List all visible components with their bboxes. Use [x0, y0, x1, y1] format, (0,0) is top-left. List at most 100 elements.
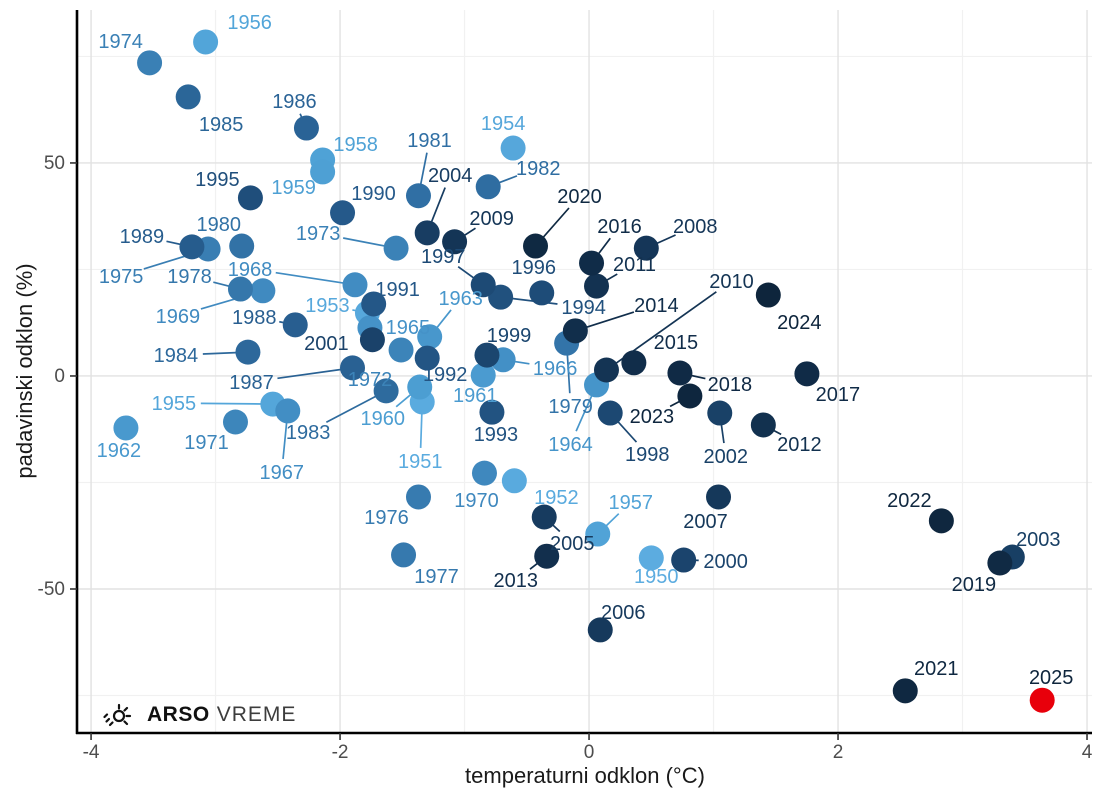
point-2006	[587, 617, 613, 643]
point-1992	[414, 345, 440, 371]
point-2013	[534, 543, 560, 569]
point-label-2013: 2013	[493, 570, 538, 592]
x-axis-title: temperaturni odklon (°C)	[465, 763, 705, 788]
point-label-2006: 2006	[601, 602, 646, 624]
point-label-1966: 1966	[533, 358, 578, 380]
point-label-1960: 1960	[360, 408, 405, 430]
point-label-1990: 1990	[351, 183, 396, 205]
point-1993	[479, 399, 505, 425]
point-label-1985: 1985	[199, 114, 244, 136]
point-1990	[330, 200, 356, 226]
point-1991	[361, 291, 387, 317]
point-2001	[359, 327, 385, 353]
point-1959	[310, 159, 336, 185]
point-label-1992: 1992	[423, 364, 468, 386]
point-1976	[405, 484, 431, 510]
point-2021	[892, 678, 918, 704]
point-label-1983: 1983	[286, 422, 331, 444]
point-label-1994: 1994	[561, 297, 606, 319]
point-label-2014: 2014	[634, 295, 679, 317]
point-1989	[179, 234, 205, 260]
point-1987	[340, 355, 366, 381]
point-label-1971: 1971	[184, 432, 229, 454]
point-1956	[193, 29, 219, 55]
point-2004	[414, 220, 440, 246]
point-label-2016: 2016	[597, 216, 642, 238]
x-tick-label: 4	[1082, 742, 1093, 763]
point-label-1993: 1993	[474, 424, 519, 446]
point-label-2024: 2024	[777, 312, 822, 334]
point-2002	[707, 400, 733, 426]
point-label-1982: 1982	[516, 158, 561, 180]
point-label-1950: 1950	[634, 566, 679, 588]
point-label-2007: 2007	[683, 511, 728, 533]
point-1982	[475, 174, 501, 200]
point-label-1972: 1972	[348, 369, 393, 391]
point-2019	[987, 550, 1013, 576]
point-label-2018: 2018	[708, 374, 753, 396]
point-2010	[593, 357, 619, 383]
point-label-1968: 1968	[228, 259, 273, 281]
point-1954	[500, 135, 526, 161]
y-tick-label: -50	[38, 579, 65, 600]
point-label-1989: 1989	[120, 226, 165, 248]
point-1984	[235, 339, 261, 365]
x-tick-label: 2	[833, 742, 844, 763]
leader-line-1968	[275, 271, 356, 286]
point-1997	[470, 272, 496, 298]
point-1999	[474, 342, 500, 368]
arso-vreme-logo: ARSO VREME	[103, 701, 296, 729]
point-label-1981: 1981	[407, 130, 452, 152]
point-2023	[677, 383, 703, 409]
point-1970	[471, 460, 497, 486]
brand-org: ARSO	[147, 703, 210, 726]
point-1981	[405, 183, 431, 209]
point-label-1978: 1978	[167, 266, 212, 288]
point-label-1986: 1986	[272, 91, 317, 113]
point-2011	[584, 273, 610, 299]
point-label-2017: 2017	[816, 384, 861, 406]
point-label-1975: 1975	[99, 266, 144, 288]
brand-product: VREME	[216, 703, 297, 726]
point-2025	[1029, 687, 1055, 713]
point-1977	[391, 542, 417, 568]
point-label-1976: 1976	[364, 507, 409, 529]
point-1988	[282, 312, 308, 338]
point-label-1965: 1965	[386, 317, 431, 339]
point-label-1973: 1973	[296, 223, 341, 245]
point-label-1974: 1974	[98, 31, 143, 53]
point-2015	[621, 350, 647, 376]
point-label-2023: 2023	[630, 406, 675, 428]
point-label-1951: 1951	[398, 451, 443, 473]
point-label-1963: 1963	[438, 288, 483, 310]
point-2017	[794, 361, 820, 387]
sun-icon	[103, 703, 132, 727]
point-1957	[585, 521, 611, 547]
point-2016	[579, 250, 605, 276]
point-2007	[706, 484, 732, 510]
point-label-2015: 2015	[654, 332, 699, 354]
point-2005	[531, 504, 557, 530]
point-1974	[137, 50, 163, 76]
point-label-1977: 1977	[414, 566, 459, 588]
point-label-1996: 1996	[511, 257, 556, 279]
point-label-2008: 2008	[673, 216, 718, 238]
point-1968	[342, 272, 368, 298]
point-2018	[667, 360, 693, 386]
point-1983	[373, 378, 399, 404]
point-1971	[222, 409, 248, 435]
point-label-2001: 2001	[304, 333, 349, 355]
point-label-1995: 1995	[195, 169, 240, 191]
point-label-2010: 2010	[709, 271, 754, 293]
point-label-1967: 1967	[260, 462, 305, 484]
point-label-1954: 1954	[481, 113, 526, 135]
point-label-1961: 1961	[453, 385, 498, 407]
point-2020	[523, 233, 549, 259]
point-label-1955: 1955	[152, 393, 197, 415]
y-axis-title: padavinski odklon (%)	[12, 263, 37, 479]
point-label-2020: 2020	[557, 186, 602, 208]
point-label-1969: 1969	[156, 306, 201, 328]
point-label-2000: 2000	[703, 551, 748, 573]
point-2008	[633, 235, 659, 261]
